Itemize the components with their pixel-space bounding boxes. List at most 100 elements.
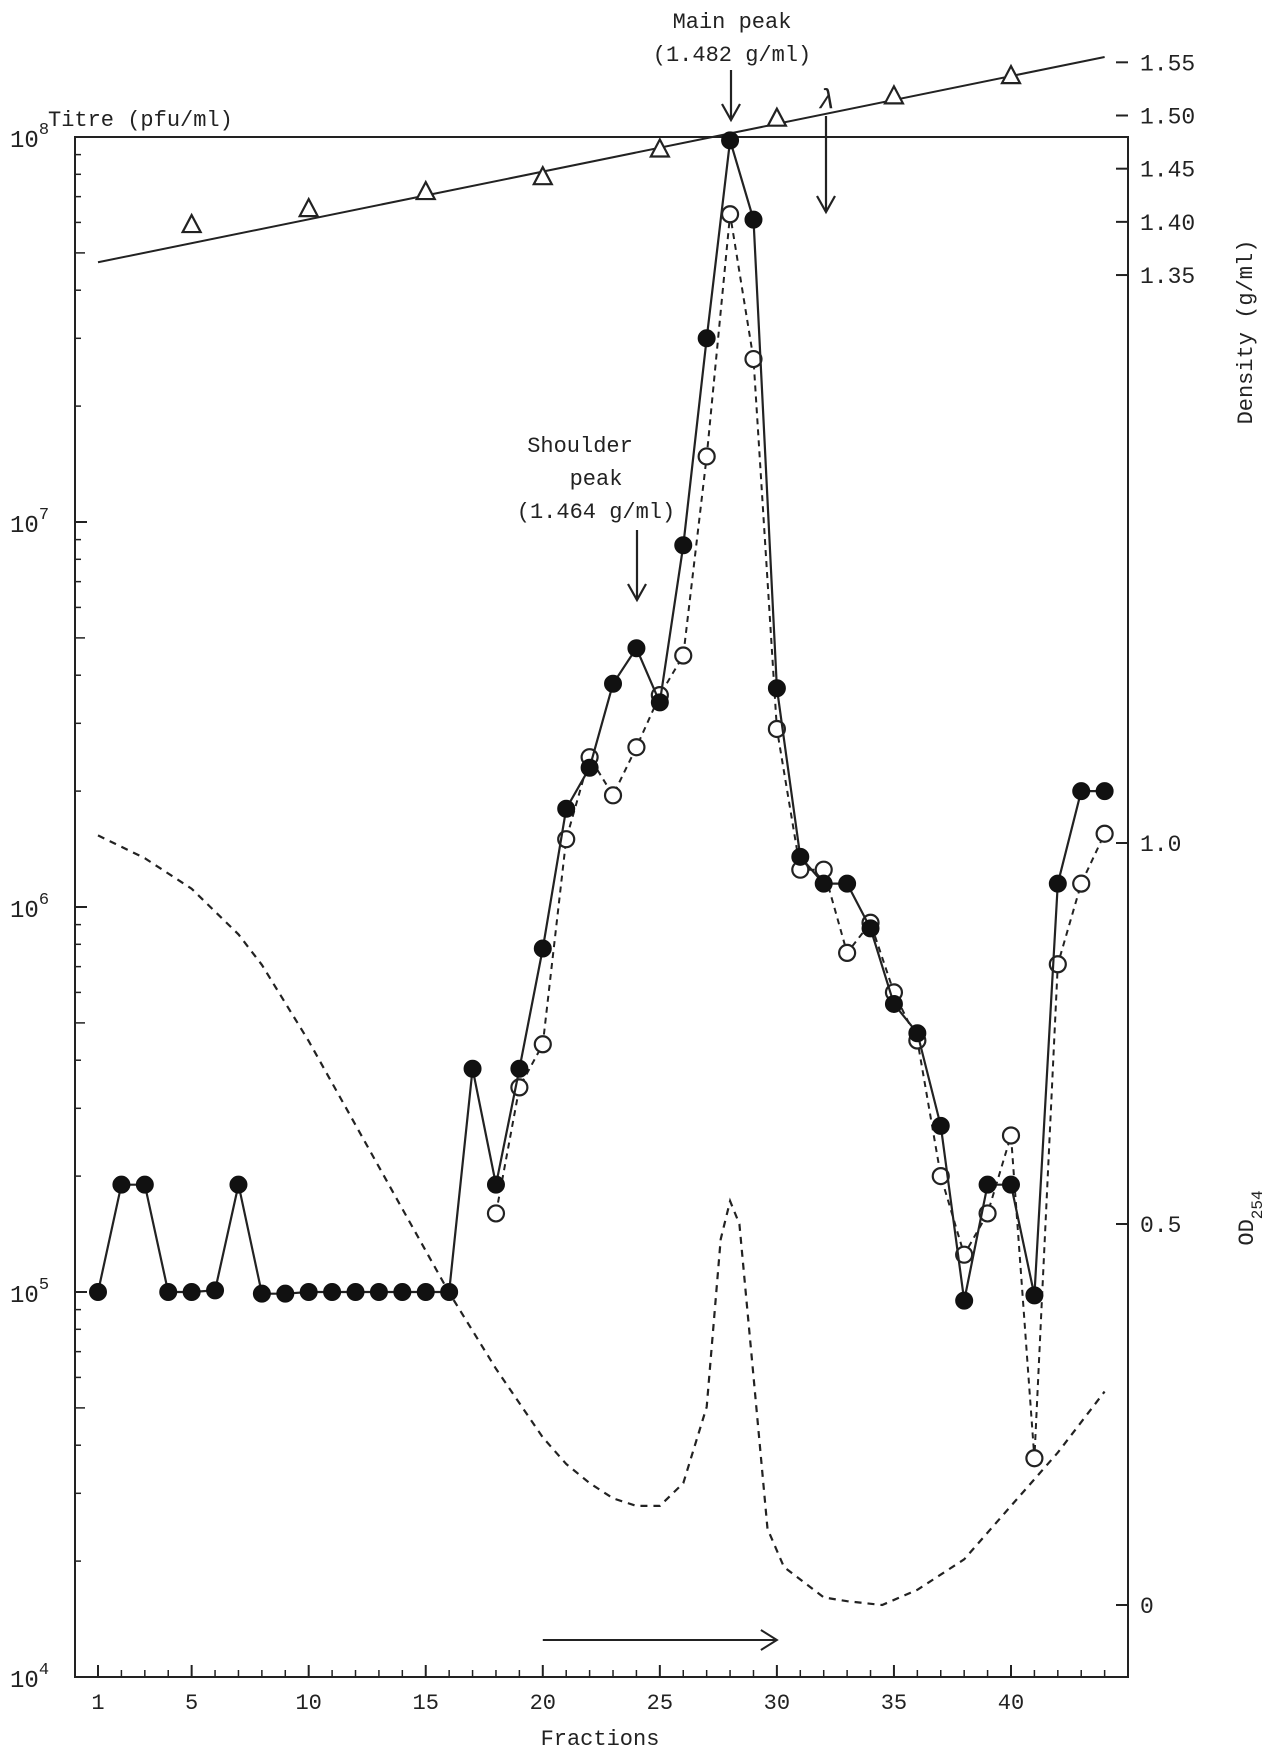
- density-axis-ticks: 1.35 1.40 1.45 1.50 1.55: [1116, 51, 1195, 290]
- open-point: [720, 205, 740, 224]
- density-point: [883, 84, 905, 105]
- series-density: [97, 56, 1105, 264]
- open-point: [603, 786, 623, 805]
- filled-point: [580, 758, 599, 777]
- filled-point: [1095, 782, 1114, 801]
- series-od254: [97, 834, 1106, 1607]
- main-peak-label: Main peak: [673, 10, 792, 35]
- filled-point: [1025, 1286, 1044, 1305]
- filled-point: [674, 536, 693, 555]
- titre-tick-label: 104: [10, 1661, 49, 1695]
- x-tick-label: 15: [413, 1691, 439, 1716]
- filled-point: [89, 1283, 107, 1301]
- direction-arrow: [542, 1629, 779, 1651]
- x-axis-ticks: 1 5 10 15 20 25 30 35 40: [91, 1665, 1106, 1716]
- open-series-line: [495, 214, 1106, 1459]
- filled-point: [627, 639, 646, 658]
- titre-tick-label: 105: [10, 1276, 49, 1310]
- x-tick-label: 40: [998, 1691, 1024, 1716]
- od-tick-label: 0.5: [1140, 1213, 1181, 1239]
- filled-point: [604, 674, 623, 693]
- density-fit-line: [97, 56, 1105, 264]
- shoulder-peak-label-1: Shoulder: [527, 434, 633, 459]
- open-point: [1072, 874, 1091, 893]
- open-point: [697, 447, 716, 466]
- filled-point: [112, 1175, 131, 1194]
- density-tick-label: 1.40: [1140, 211, 1195, 237]
- filled-point: [650, 693, 669, 712]
- filled-point: [744, 210, 763, 229]
- filled-point: [252, 1284, 271, 1303]
- filled-point: [206, 1281, 225, 1300]
- filled-point: [533, 939, 552, 958]
- open-point: [486, 1204, 506, 1223]
- x-tick-label: 5: [185, 1691, 198, 1716]
- open-point: [627, 738, 646, 757]
- density-point: [297, 196, 320, 218]
- density-axis-label: Density (g/ml): [1234, 240, 1259, 425]
- x-tick-label: 20: [530, 1691, 556, 1716]
- density-tick-label: 1.45: [1140, 158, 1195, 184]
- x-tick-label: 35: [881, 1691, 907, 1716]
- density-point: [766, 106, 788, 127]
- filled-point: [182, 1283, 201, 1301]
- filled-point: [393, 1283, 412, 1301]
- density-point: [649, 137, 671, 158]
- density-point: [1000, 63, 1022, 85]
- plot-frame: [74, 136, 1129, 1678]
- filled-point: [346, 1283, 365, 1301]
- filled-point: [557, 799, 576, 818]
- density-tick-label: 1.55: [1140, 51, 1195, 77]
- open-point: [1095, 824, 1114, 843]
- lambda-label: λ: [819, 86, 836, 117]
- shoulder-peak-density: (1.464 g/ml): [517, 500, 675, 525]
- open-point: [1025, 1449, 1044, 1468]
- od-curve: [97, 834, 1106, 1607]
- open-point: [955, 1245, 974, 1264]
- shoulder-peak-annotation: Shoulder peak (1.464 g/ml): [517, 434, 675, 603]
- open-point: [838, 943, 857, 962]
- open-point: [931, 1167, 950, 1186]
- x-tick-label: 30: [764, 1691, 790, 1716]
- filled-series-line: [96, 140, 1105, 1301]
- filled-point: [1048, 874, 1067, 893]
- filled-point: [416, 1283, 435, 1301]
- density-tick-label: 1.35: [1140, 264, 1195, 290]
- filled-point: [229, 1175, 248, 1194]
- density-point: [180, 212, 203, 234]
- filled-point: [861, 919, 880, 938]
- lambda-annotation: λ: [816, 86, 836, 215]
- x-tick-label: 25: [647, 1691, 673, 1716]
- open-point: [744, 349, 763, 369]
- filled-point: [791, 847, 810, 866]
- od-tick-label: 0: [1140, 1594, 1154, 1620]
- filled-point: [299, 1283, 318, 1301]
- filled-point: [1072, 782, 1091, 801]
- titre-tick-label: 106: [10, 891, 49, 925]
- filled-point: [978, 1175, 997, 1194]
- od-axis-label: OD254: [1235, 1190, 1267, 1245]
- filled-point: [510, 1059, 529, 1078]
- main-peak-density: (1.482 g/ml): [653, 43, 811, 68]
- density-tick-label: 1.50: [1140, 105, 1195, 131]
- filled-point: [721, 131, 740, 150]
- series-open-circles: [486, 205, 1114, 1468]
- filled-point: [323, 1283, 342, 1301]
- open-point: [674, 646, 693, 665]
- shoulder-peak-label-2: peak: [570, 467, 623, 492]
- open-point: [1001, 1126, 1021, 1145]
- shoulder-peak-arrowhead: [627, 583, 647, 603]
- x-tick-label: 1: [91, 1691, 104, 1716]
- lambda-arrowhead: [816, 195, 836, 215]
- filled-point: [135, 1175, 154, 1194]
- od-axis-ticks: 0 0.5 1.0: [1116, 832, 1181, 1620]
- filled-point: [931, 1116, 950, 1135]
- main-peak-annotation: Main peak (1.482 g/ml): [653, 10, 811, 123]
- filled-point: [697, 329, 716, 348]
- filled-point: [767, 679, 786, 698]
- filled-point: [908, 1024, 927, 1043]
- filled-point: [159, 1283, 178, 1301]
- titre-tick-label: 107: [10, 506, 49, 540]
- open-point: [533, 1035, 552, 1054]
